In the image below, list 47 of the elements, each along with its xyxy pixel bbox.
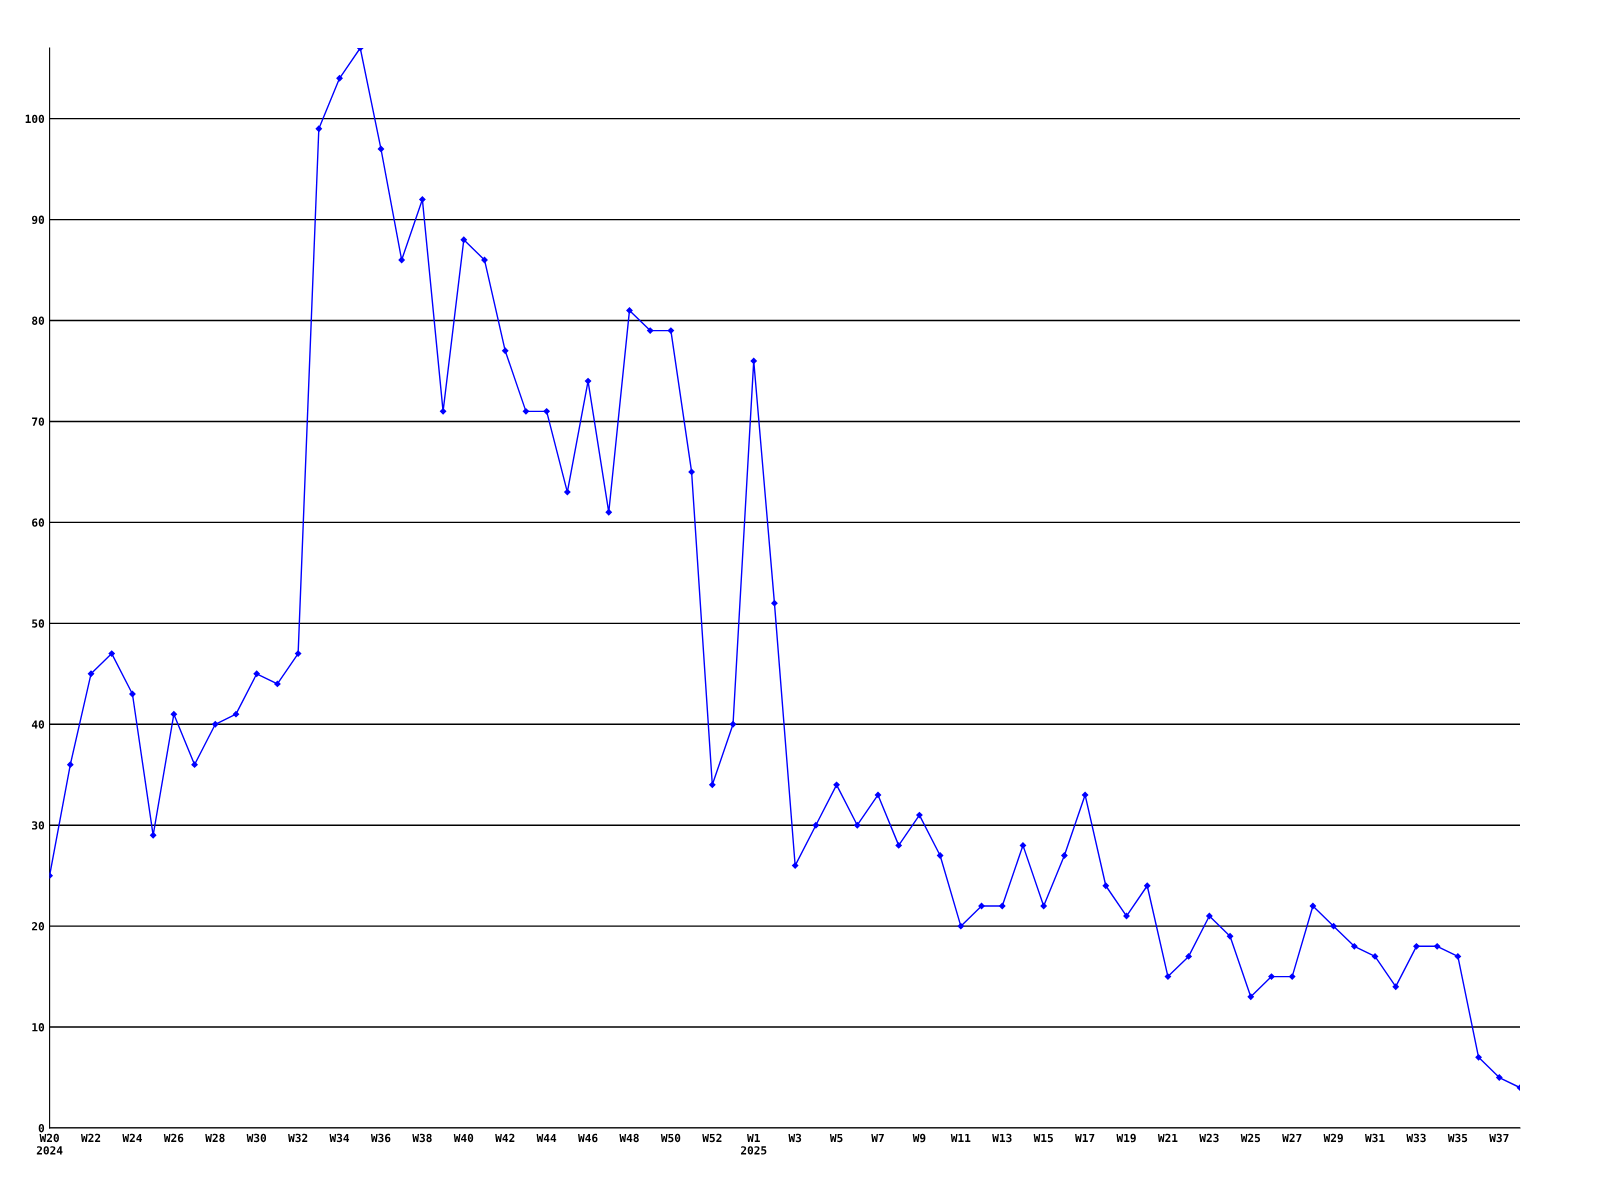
x-tick-label: W24 xyxy=(122,1133,142,1142)
x-tick-label: W37 xyxy=(1489,1133,1509,1143)
x-tick-label: W21 xyxy=(1157,1133,1178,1142)
y-tick-label: 50 xyxy=(32,619,45,628)
x-tick-label: W32 xyxy=(288,1133,308,1143)
x-tick-label: W17 xyxy=(1075,1133,1095,1142)
y-tick-label: 30 xyxy=(32,821,45,830)
x-tick-label: W3 xyxy=(788,1133,802,1143)
x-tick-label: W9 xyxy=(912,1133,926,1143)
y-tick-label: 90 xyxy=(31,215,45,225)
x-tick-label: W7 xyxy=(871,1133,884,1142)
x-tick-label: W20 2024 xyxy=(36,1133,63,1155)
x-tick-label: W13 xyxy=(992,1133,1012,1143)
x-tick-label: W40 xyxy=(453,1133,474,1143)
x-tick-label: W48 xyxy=(619,1133,639,1143)
x-tick-label: W28 xyxy=(205,1133,225,1143)
x-tick-label: W11 xyxy=(950,1133,971,1142)
x-tick-label: W31 xyxy=(1365,1133,1385,1143)
y-tick-label: 40 xyxy=(31,720,45,729)
x-tick-label: W50 xyxy=(660,1133,681,1143)
x-tick-label: W29 xyxy=(1323,1133,1343,1143)
y-tick-label: 80 xyxy=(32,316,45,325)
x-tick-label: W1 2025 xyxy=(740,1133,767,1155)
x-tick-label: W35 xyxy=(1447,1133,1468,1143)
x-tick-label: W52 xyxy=(702,1133,722,1143)
x-tick-label: W46 xyxy=(578,1133,598,1143)
x-tick-label: W34 xyxy=(329,1133,350,1143)
y-tick-label: 20 xyxy=(31,922,45,931)
x-tick-label: W23 xyxy=(1199,1133,1219,1143)
y-tick-label: 60 xyxy=(32,518,45,527)
x-tick-label: W26 xyxy=(163,1133,184,1143)
y-tick-label: 0 xyxy=(38,1123,45,1133)
x-tick-label: W42 xyxy=(495,1133,515,1142)
y-tick-label: 10 xyxy=(32,1023,45,1032)
x-tick-label: W33 xyxy=(1406,1133,1426,1143)
x-tick-label: W44 xyxy=(536,1133,557,1142)
x-tick-label: W25 xyxy=(1240,1133,1261,1143)
x-tick-label: W38 xyxy=(412,1133,432,1143)
x-tick-label: W19 xyxy=(1116,1133,1136,1143)
x-tick-label: W22 xyxy=(80,1133,101,1142)
x-tick-label: W30 xyxy=(246,1133,267,1143)
x-tick-label: W15 xyxy=(1033,1133,1053,1143)
x-tick-label: W27 xyxy=(1282,1133,1302,1142)
y-tick-label: 100 xyxy=(25,114,45,124)
y-tick-label: 70 xyxy=(32,417,45,426)
x-tick-label: W36 xyxy=(370,1133,391,1143)
x-tick-label: W5 xyxy=(829,1133,843,1143)
